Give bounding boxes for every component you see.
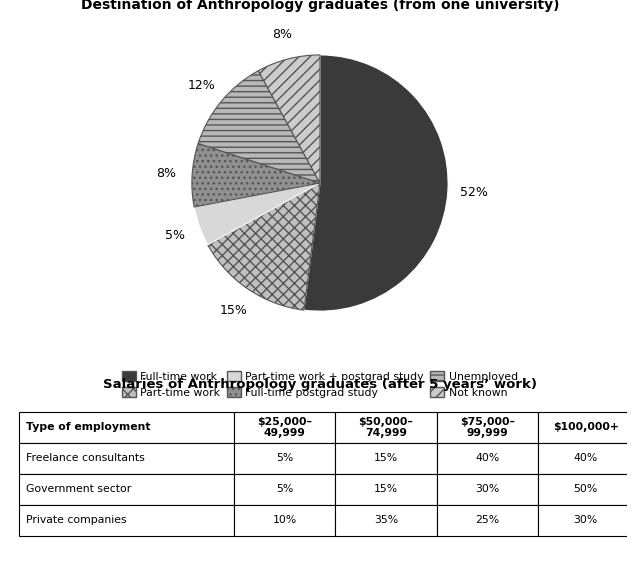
- Bar: [19, 505, 234, 536]
- Text: 10%: 10%: [273, 515, 297, 526]
- Bar: [335, 505, 436, 536]
- Bar: [234, 443, 335, 474]
- Bar: [436, 412, 538, 443]
- Bar: [335, 412, 436, 443]
- Bar: [19, 443, 234, 474]
- Wedge shape: [194, 183, 320, 245]
- Text: 8%: 8%: [272, 27, 292, 41]
- Text: 52%: 52%: [460, 186, 488, 199]
- Title: Destination of Anthropology graduates (from one university): Destination of Anthropology graduates (f…: [81, 0, 559, 12]
- Text: 12%: 12%: [188, 78, 216, 92]
- Text: 40%: 40%: [476, 454, 500, 463]
- Bar: [538, 412, 634, 443]
- Text: Salaries of Antrhropology graduates (after 5 years’ work): Salaries of Antrhropology graduates (aft…: [103, 378, 537, 391]
- Wedge shape: [259, 55, 320, 183]
- Text: $25,000–
49,999: $25,000– 49,999: [257, 416, 312, 438]
- Text: Government sector: Government sector: [26, 484, 132, 494]
- Bar: [19, 412, 234, 443]
- Wedge shape: [208, 183, 320, 310]
- Text: 30%: 30%: [476, 484, 500, 494]
- Wedge shape: [304, 55, 448, 311]
- Legend: Full-time work, Part-time work, Part-time work + postgrad study, Full-time postg: Full-time work, Part-time work, Part-tim…: [118, 367, 522, 402]
- Text: Private companies: Private companies: [26, 515, 127, 526]
- Bar: [234, 412, 335, 443]
- Bar: [436, 474, 538, 505]
- Text: 25%: 25%: [476, 515, 499, 526]
- Bar: [234, 505, 335, 536]
- Text: $75,000–
99,999: $75,000– 99,999: [460, 416, 515, 438]
- Text: 5%: 5%: [276, 454, 293, 463]
- Bar: [335, 443, 436, 474]
- Bar: [538, 474, 634, 505]
- Bar: [234, 474, 335, 505]
- Text: Freelance consultants: Freelance consultants: [26, 454, 145, 463]
- Text: 15%: 15%: [220, 304, 248, 317]
- Text: Type of employment: Type of employment: [26, 422, 151, 432]
- Bar: [19, 474, 234, 505]
- Wedge shape: [198, 71, 320, 183]
- Text: $100,000+: $100,000+: [553, 422, 619, 432]
- Text: 5%: 5%: [276, 484, 293, 494]
- Text: 50%: 50%: [573, 484, 598, 494]
- Bar: [436, 505, 538, 536]
- Text: 5%: 5%: [165, 229, 186, 241]
- Text: 35%: 35%: [374, 515, 398, 526]
- Text: 15%: 15%: [374, 484, 398, 494]
- Text: 40%: 40%: [573, 454, 598, 463]
- Text: 15%: 15%: [374, 454, 398, 463]
- Text: 8%: 8%: [157, 167, 177, 180]
- Bar: [436, 443, 538, 474]
- Bar: [538, 505, 634, 536]
- Wedge shape: [192, 144, 320, 207]
- Bar: [335, 474, 436, 505]
- Text: $50,000–
74,999: $50,000– 74,999: [358, 416, 413, 438]
- Text: 30%: 30%: [573, 515, 598, 526]
- Bar: [538, 443, 634, 474]
